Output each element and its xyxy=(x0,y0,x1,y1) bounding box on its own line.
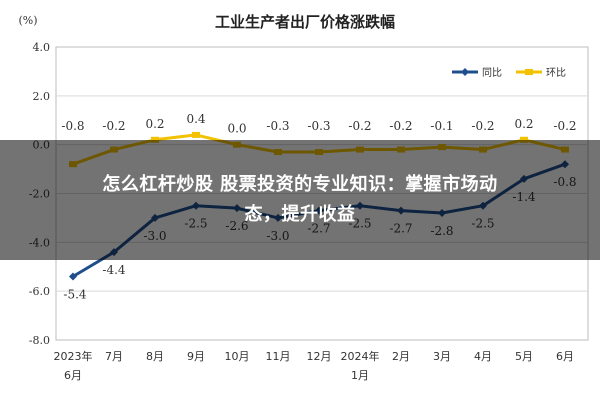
y-unit-label: (%) xyxy=(18,14,37,27)
data-point-同比 xyxy=(69,272,77,281)
banner-line-1: 怎么杠杆炒股 股票投资的专业知识：掌握市场动 xyxy=(102,174,498,195)
data-label-环比: -0.2 xyxy=(553,119,576,133)
data-label-环比: -0.2 xyxy=(348,119,371,133)
overlay-banner: 怎么杠杆炒股 股票投资的专业知识：掌握市场动 态，提升收益 xyxy=(0,140,600,260)
x-tick-label: 10月 xyxy=(225,350,250,363)
banner-headline[interactable]: 怎么杠杆炒股 股票投资的专业知识：掌握市场动 态，提升收益 xyxy=(102,170,497,230)
x-tick-label: 6月 xyxy=(64,369,82,382)
data-label-环比: 0.2 xyxy=(514,117,533,131)
x-tick-label: 9月 xyxy=(187,350,205,363)
data-label-环比: -0.1 xyxy=(430,119,453,133)
data-label-环比: 0.2 xyxy=(145,117,164,131)
data-label-同比: -5.4 xyxy=(63,288,87,302)
data-label-环比: -0.3 xyxy=(307,119,330,133)
x-tick-label: 11月 xyxy=(266,350,291,363)
data-point-环比 xyxy=(192,131,200,138)
legend-marker-环比 xyxy=(525,69,533,75)
data-label-同比: -4.4 xyxy=(102,263,126,277)
x-tick-label: 3月 xyxy=(433,350,451,363)
data-point-环比 xyxy=(520,136,528,143)
data-label-环比: -0.8 xyxy=(61,119,84,133)
x-tick-label: 4月 xyxy=(474,350,492,363)
x-tick-label: 2月 xyxy=(392,350,410,363)
x-tick-label: 6月 xyxy=(556,350,574,363)
legend-label-同比: 同比 xyxy=(482,67,502,79)
data-label-环比: 0.0 xyxy=(227,122,246,136)
data-point-环比 xyxy=(151,136,159,143)
x-tick-label: 12月 xyxy=(307,350,332,363)
y-tick-label: -6.0 xyxy=(29,285,50,298)
x-tick-label: 5月 xyxy=(515,350,533,363)
x-tick-label: 7月 xyxy=(105,350,123,363)
legend-marker-同比 xyxy=(461,68,469,76)
y-tick-label: 2.0 xyxy=(33,90,51,103)
x-tick-label: 2024年 xyxy=(341,349,380,363)
legend: 同比 环比 xyxy=(452,67,566,79)
x-tick-label: 8月 xyxy=(146,350,164,363)
banner-line-2: 态，提升收益 xyxy=(244,204,356,225)
legend-label-环比: 环比 xyxy=(546,67,566,79)
x-tick-label: 2023年 xyxy=(54,349,93,363)
y-tick-label: -8.0 xyxy=(29,334,50,347)
chart-title: 工业生产者出厂价格涨跌幅 xyxy=(215,13,395,31)
data-label-环比: 0.4 xyxy=(186,112,205,126)
y-tick-label: 4.0 xyxy=(33,41,51,54)
data-label-环比: -0.2 xyxy=(471,119,494,133)
x-tick-label: 1月 xyxy=(351,369,369,382)
data-label-环比: -0.3 xyxy=(266,119,289,133)
data-label-环比: -0.2 xyxy=(389,119,412,133)
data-label-环比: -0.2 xyxy=(102,119,125,133)
